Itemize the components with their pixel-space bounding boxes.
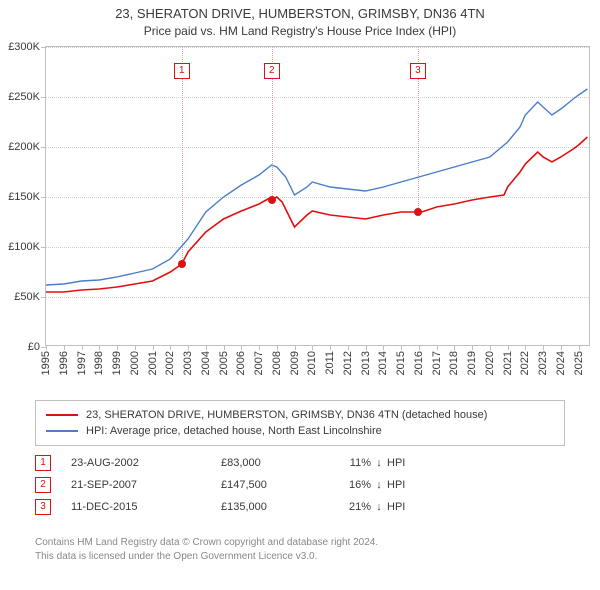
x-tick-label: 2001: [147, 351, 159, 375]
sale-pct: 11%: [331, 457, 371, 469]
x-tick-label: 1999: [111, 351, 123, 375]
legend-swatch: [46, 430, 78, 432]
sale-hpi-label: HPI: [387, 479, 417, 491]
x-tick-label: 2006: [235, 351, 247, 375]
sale-row: 3 11-DEC-2015£135,00021%↓HPI: [35, 496, 417, 518]
x-tick-label: 2010: [306, 351, 318, 375]
legend-row: HPI: Average price, detached house, Nort…: [46, 423, 554, 439]
chart-container: 23, SHERATON DRIVE, HUMBERSTON, GRIMSBY,…: [0, 0, 600, 590]
title-block: 23, SHERATON DRIVE, HUMBERSTON, GRIMSBY,…: [0, 0, 600, 38]
x-tick-label: 2004: [200, 351, 212, 375]
sale-pct: 16%: [331, 479, 371, 491]
x-tick-label: 2020: [484, 351, 496, 375]
x-tick-label: 2002: [164, 351, 176, 375]
sales-table: 123-AUG-2002£83,00011%↓HPI221-SEP-2007£1…: [35, 452, 417, 518]
x-tick-label: 2012: [342, 351, 354, 375]
down-arrow-icon: ↓: [371, 501, 387, 513]
x-tick-label: 2016: [413, 351, 425, 375]
x-tick-label: 2005: [218, 351, 230, 375]
sale-date: 23-AUG-2002: [71, 457, 221, 469]
x-tick-label: 2015: [395, 351, 407, 375]
x-tick-label: 2022: [519, 351, 531, 375]
footer-line2: This data is licensed under the Open Gov…: [35, 550, 378, 564]
x-tick-label: 2024: [555, 351, 567, 375]
legend-label: HPI: Average price, detached house, Nort…: [86, 425, 382, 437]
sale-row: 1 23-AUG-2002£83,00011%↓HPI: [35, 452, 417, 474]
x-tick-label: 2011: [324, 351, 336, 375]
x-tick-label: 1998: [93, 351, 105, 375]
sale-row: 2 21-SEP-2007£147,50016%↓HPI: [35, 474, 417, 496]
title-address: 23, SHERATON DRIVE, HUMBERSTON, GRIMSBY,…: [0, 6, 600, 21]
sale-idx: 1: [35, 455, 51, 471]
chart-area: £0£50K£100K£150K£200K£250K£300K199519961…: [0, 46, 600, 394]
footer-line1: Contains HM Land Registry data © Crown c…: [35, 536, 378, 550]
x-tick-label: 1997: [76, 351, 88, 375]
legend-row: 23, SHERATON DRIVE, HUMBERSTON, GRIMSBY,…: [46, 407, 554, 423]
sale-price: £83,000: [221, 457, 331, 469]
legend-label: 23, SHERATON DRIVE, HUMBERSTON, GRIMSBY,…: [86, 409, 487, 421]
series-svg: [46, 47, 591, 347]
x-tick-label: 2000: [129, 351, 141, 375]
y-tick-label: £0: [28, 341, 40, 353]
sale-hpi-label: HPI: [387, 457, 417, 469]
y-tick-label: £100K: [8, 241, 40, 253]
x-tick-label: 2014: [377, 351, 389, 375]
x-tick-label: 1996: [58, 351, 70, 375]
down-arrow-icon: ↓: [371, 457, 387, 469]
x-tick-label: 2009: [289, 351, 301, 375]
y-tick-label: £50K: [14, 291, 40, 303]
x-tick-label: 2008: [271, 351, 283, 375]
title-subtitle: Price paid vs. HM Land Registry's House …: [0, 24, 600, 38]
y-tick-label: £300K: [8, 41, 40, 53]
x-tick-label: 2003: [182, 351, 194, 375]
x-tick-label: 2025: [573, 351, 585, 375]
sale-pct: 21%: [331, 501, 371, 513]
footer-attribution: Contains HM Land Registry data © Crown c…: [35, 536, 378, 563]
x-tick-label: 2017: [431, 351, 443, 375]
x-tick-label: 1995: [40, 351, 52, 375]
x-tick-label: 2007: [253, 351, 265, 375]
sale-idx: 3: [35, 499, 51, 515]
x-tick-label: 2018: [448, 351, 460, 375]
plot-area: £0£50K£100K£150K£200K£250K£300K199519961…: [45, 46, 590, 346]
x-tick-label: 2023: [537, 351, 549, 375]
legend: 23, SHERATON DRIVE, HUMBERSTON, GRIMSBY,…: [35, 400, 565, 446]
sale-price: £135,000: [221, 501, 331, 513]
y-tick-label: £150K: [8, 191, 40, 203]
x-tick-label: 2013: [360, 351, 372, 375]
x-tick-label: 2021: [502, 351, 514, 375]
y-tick-label: £200K: [8, 141, 40, 153]
sale-date: 21-SEP-2007: [71, 479, 221, 491]
sale-date: 11-DEC-2015: [71, 501, 221, 513]
down-arrow-icon: ↓: [371, 479, 387, 491]
sale-idx: 2: [35, 477, 51, 493]
sale-hpi-label: HPI: [387, 501, 417, 513]
sale-price: £147,500: [221, 479, 331, 491]
y-tick-label: £250K: [8, 91, 40, 103]
x-tick-label: 2019: [466, 351, 478, 375]
series-line: [46, 89, 587, 285]
legend-swatch: [46, 414, 78, 416]
series-line: [46, 137, 587, 292]
